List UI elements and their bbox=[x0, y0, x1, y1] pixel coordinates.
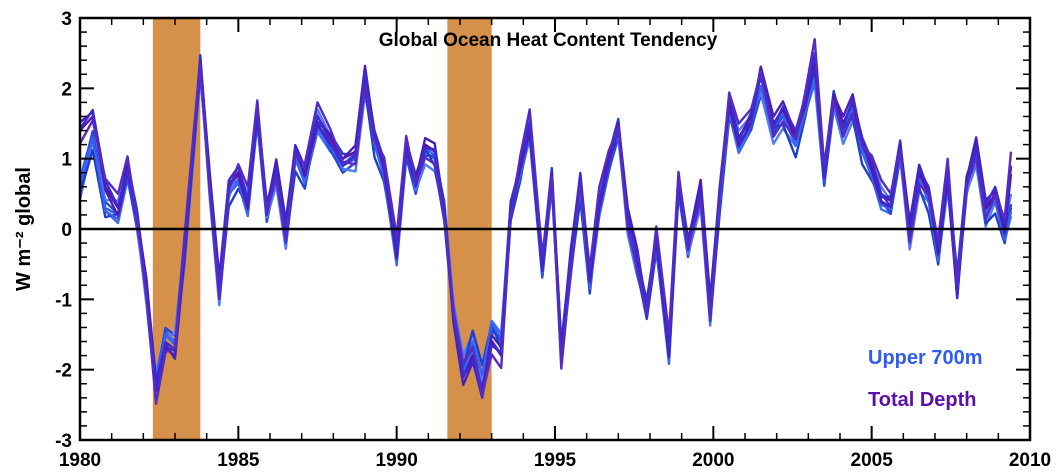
series-line-1-3 bbox=[78, 38, 1013, 405]
x-tick-label-3: 1995 bbox=[534, 450, 577, 471]
legend-total-depth: Total Depth bbox=[868, 389, 977, 411]
series-line-1-1 bbox=[79, 59, 1013, 392]
series-lines bbox=[78, 38, 1013, 405]
y-tick-label-2: -1 bbox=[55, 290, 72, 311]
y-axis-label: W m⁻² global bbox=[13, 167, 35, 291]
x-tick-label-0: 1980 bbox=[59, 450, 101, 471]
x-tick-label-6: 2010 bbox=[1009, 450, 1051, 471]
axis-ticks bbox=[79, 17, 1031, 441]
y-tick-label-3: 0 bbox=[61, 220, 72, 241]
y-tick-label-0: -3 bbox=[55, 431, 72, 452]
y-tick-label-1: -2 bbox=[55, 361, 72, 382]
x-tick-label-5: 2005 bbox=[851, 450, 894, 471]
y-tick-label-5: 2 bbox=[61, 79, 72, 100]
x-tick-label-2: 1990 bbox=[376, 450, 418, 471]
series-line-0-4 bbox=[78, 54, 1013, 392]
x-tick-label-4: 2000 bbox=[692, 450, 734, 471]
axis-tick-labels: 1980 1985 1990 1995 2000 2005 2010 -3 -2 -1 0 1 2 3 bbox=[55, 9, 1051, 471]
x-tick-label-1: 1985 bbox=[217, 450, 260, 471]
legend-upper-700m: Upper 700m bbox=[868, 347, 983, 369]
chart-title: Global Ocean Heat Content Tendency bbox=[379, 30, 718, 51]
y-tick-label-4: 1 bbox=[61, 150, 72, 171]
y-tick-label-6: 3 bbox=[61, 9, 72, 30]
